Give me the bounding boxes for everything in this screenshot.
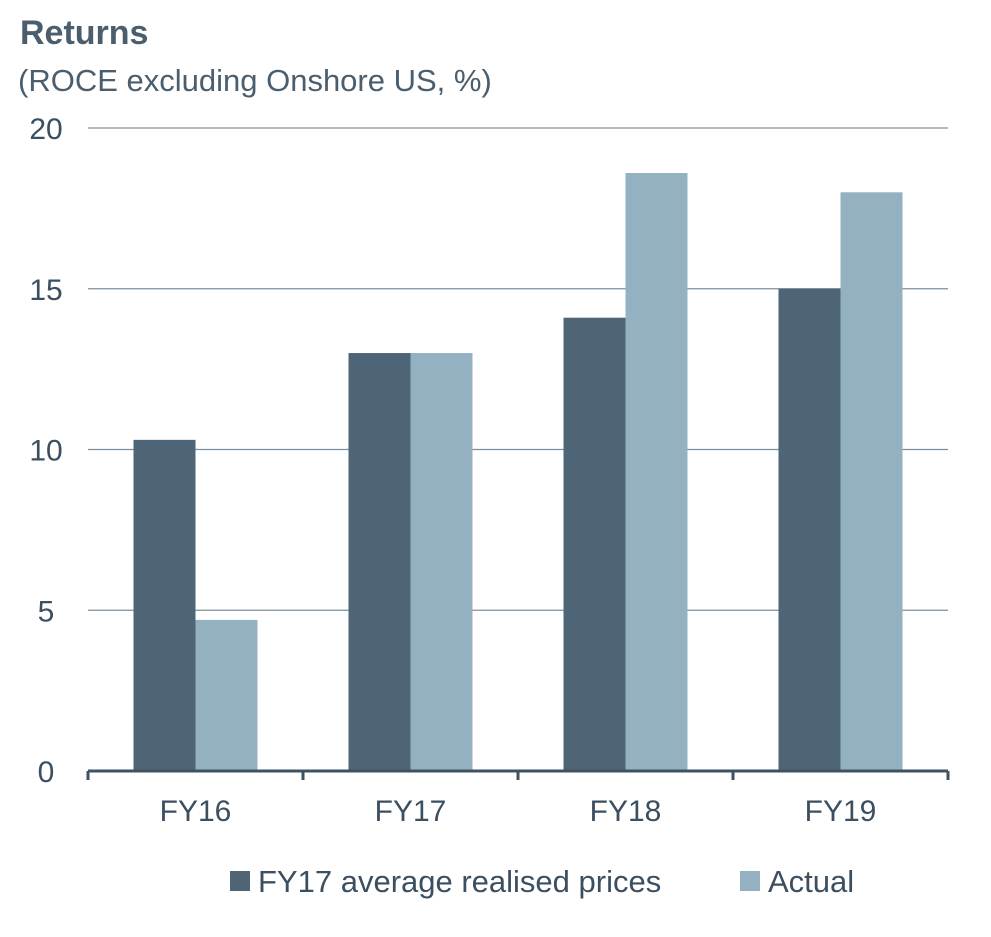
legend-label-fy17-prices: FY17 average realised prices [258, 864, 661, 899]
bar-fy18-actual [625, 173, 688, 771]
bar-fy17-actual [410, 353, 473, 771]
legend-swatch-fy17-prices [230, 871, 250, 891]
bar-fy18-fy17-prices [563, 317, 626, 771]
x-tick-label: FY17 [375, 795, 447, 828]
bar-fy19-fy17-prices [778, 288, 841, 771]
y-axis-ticks: 0 5 10 15 20 [29, 113, 62, 789]
y-tick-label: 20 [29, 113, 62, 146]
chart-subtitle: (ROCE excluding Onshore US, %) [18, 63, 492, 98]
bar-fy16-fy17-prices [133, 439, 196, 771]
x-tick-label: FY18 [590, 795, 662, 828]
chart-title: Returns [20, 14, 149, 52]
x-tick-label: FY19 [805, 795, 877, 828]
y-tick-label: 15 [29, 274, 62, 307]
bar-fy17-fy17-prices [348, 353, 411, 771]
legend-label-actual: Actual [768, 864, 854, 899]
bars [133, 173, 903, 772]
x-tick-label: FY16 [160, 795, 232, 828]
bar-fy19-actual [840, 192, 903, 772]
y-tick-label: 5 [38, 595, 55, 628]
y-tick-label: 0 [38, 756, 55, 789]
bar-fy16-actual [195, 619, 258, 771]
x-axis [86, 769, 950, 780]
y-tick-label: 10 [29, 435, 62, 468]
legend-swatch-actual [740, 871, 760, 891]
x-axis-ticks: FY16 FY17 FY18 FY19 [160, 795, 877, 828]
legend: FY17 average realised prices Actual [230, 864, 854, 899]
